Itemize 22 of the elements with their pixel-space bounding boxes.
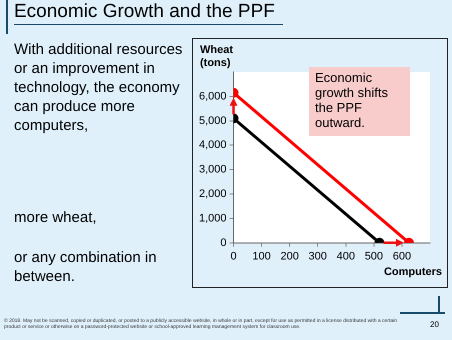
text: 20 bbox=[430, 320, 439, 329]
x-tick-label: 500 bbox=[364, 250, 384, 262]
x-tick-label: 0 bbox=[230, 250, 237, 262]
x-tick-label: 300 bbox=[308, 250, 327, 262]
y-axis-title: Wheat (tons) bbox=[200, 44, 234, 70]
x-tick-label: 100 bbox=[252, 250, 271, 262]
x-axis-title: Computers bbox=[384, 266, 442, 278]
x-tick-label: 400 bbox=[336, 250, 355, 262]
y-tick-label: 4,000 bbox=[198, 139, 227, 152]
y-tick-label: 2,000 bbox=[198, 188, 227, 200]
y-tick-label: 5,000 bbox=[198, 114, 227, 127]
x-tick-label: 200 bbox=[280, 250, 299, 262]
annotation: Economic growth shifts the PPF outward. bbox=[309, 67, 410, 136]
x-tick-label: 600 bbox=[392, 250, 412, 262]
text: With additional resources or an improvement in technology, the economy can produce more computers, bbox=[14, 40, 184, 135]
y-tick-label: 0 bbox=[220, 236, 227, 249]
y-tick-label: 3,000 bbox=[198, 164, 227, 176]
y-tick-label: 1,000 bbox=[198, 212, 227, 224]
text: more wheat, bbox=[14, 208, 98, 227]
chart-title: Economic Growth and the PPF bbox=[14, 0, 283, 25]
y-tick-label: 6,000 bbox=[198, 90, 227, 102]
text: or any combination in between. bbox=[14, 248, 158, 286]
